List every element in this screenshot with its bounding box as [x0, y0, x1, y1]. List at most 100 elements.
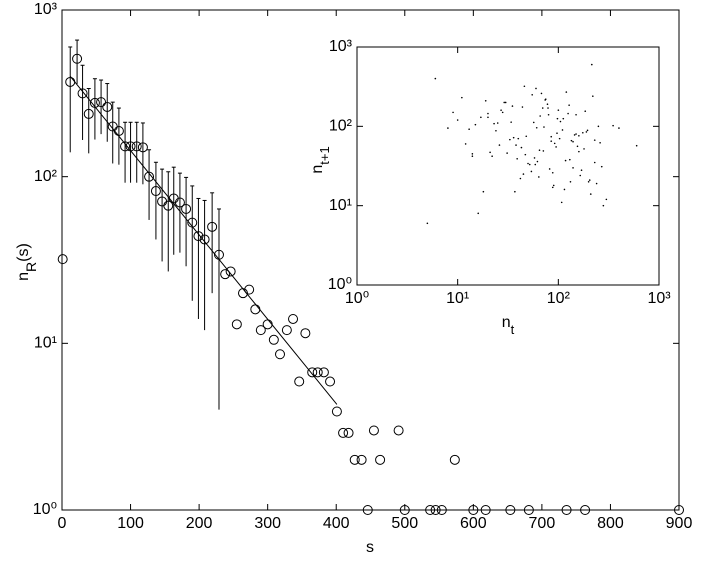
point — [540, 92, 543, 95]
point — [565, 91, 568, 93]
point — [489, 151, 491, 154]
point — [231, 319, 242, 330]
point — [590, 63, 593, 66]
point — [618, 127, 620, 129]
point — [96, 97, 107, 108]
point — [568, 104, 570, 106]
point — [593, 139, 596, 141]
inset-y-label-part: n — [309, 165, 326, 174]
point — [493, 122, 495, 125]
point — [426, 222, 429, 225]
point — [602, 204, 605, 207]
point — [535, 87, 537, 90]
point — [102, 101, 113, 112]
y-axis-label-part: R — [23, 262, 39, 272]
point — [244, 284, 255, 295]
fit-line — [69, 76, 338, 405]
point — [77, 88, 88, 99]
point — [517, 137, 520, 140]
point — [674, 505, 684, 515]
point — [564, 159, 567, 162]
y-tick-label: 10⁰ — [328, 276, 352, 293]
point — [521, 106, 524, 108]
point — [533, 157, 536, 159]
point — [510, 121, 512, 123]
point — [331, 406, 342, 417]
point — [572, 167, 574, 169]
point — [362, 505, 373, 515]
point — [532, 121, 535, 124]
point — [144, 171, 155, 182]
point — [464, 143, 467, 145]
point — [597, 125, 600, 128]
point — [575, 113, 577, 116]
point — [434, 77, 437, 80]
y-tick-label: 10³ — [329, 38, 353, 55]
point — [482, 190, 485, 193]
point — [536, 160, 539, 163]
point — [393, 425, 404, 436]
point — [484, 99, 487, 102]
x-tick-label: 500 — [391, 515, 418, 532]
point — [83, 108, 94, 119]
point — [542, 150, 545, 152]
x-tick-label: 300 — [254, 515, 281, 532]
y-axis-label: nR(s) — [15, 243, 38, 281]
point — [500, 109, 502, 111]
point — [220, 269, 231, 280]
x-tick-label: 700 — [529, 515, 556, 532]
point — [505, 505, 516, 515]
point — [343, 427, 354, 438]
x-tick-label: 600 — [460, 515, 487, 532]
point — [325, 376, 336, 387]
point — [562, 117, 565, 120]
plot-area — [356, 46, 660, 286]
point — [250, 304, 261, 315]
y-axis-label-part: (s) — [15, 243, 32, 262]
point — [496, 122, 499, 124]
point — [503, 101, 506, 104]
point — [300, 328, 311, 339]
point — [550, 140, 553, 142]
point — [580, 169, 583, 171]
point — [530, 170, 533, 173]
x-tick-label: 10¹ — [446, 290, 469, 307]
point — [72, 53, 83, 64]
point — [578, 134, 580, 137]
inset-x-label: nt — [502, 314, 515, 337]
point — [275, 349, 286, 360]
point — [520, 146, 523, 149]
point — [569, 158, 571, 161]
point — [585, 131, 588, 133]
point — [556, 117, 559, 120]
point — [546, 103, 549, 106]
point — [547, 107, 549, 109]
point — [262, 319, 273, 330]
point — [561, 505, 572, 515]
y-axis-label-part: n — [15, 272, 32, 281]
point — [556, 132, 558, 134]
point — [516, 157, 518, 160]
point — [487, 112, 489, 115]
point — [468, 505, 479, 515]
point — [522, 173, 525, 175]
point — [547, 113, 550, 116]
point — [487, 116, 489, 119]
point — [368, 425, 379, 436]
point — [589, 193, 592, 195]
point — [447, 127, 449, 129]
point — [563, 188, 566, 191]
point — [612, 124, 614, 127]
y-tick-label: 10³ — [34, 1, 58, 18]
point — [581, 131, 584, 134]
point — [595, 182, 598, 185]
point — [586, 129, 589, 132]
point — [511, 105, 514, 107]
x-tick-label: 100 — [117, 515, 144, 532]
plot-area — [61, 9, 680, 511]
point — [512, 136, 515, 139]
y-tick-label: 10¹ — [34, 335, 57, 352]
point — [255, 325, 266, 336]
point — [207, 221, 218, 232]
